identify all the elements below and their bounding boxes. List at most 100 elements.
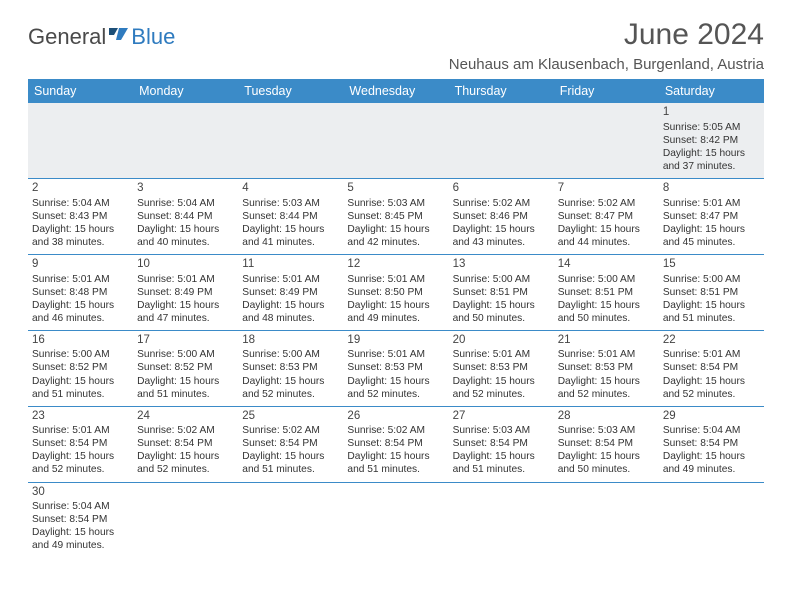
day-detail-line: Sunrise: 5:00 AM	[242, 348, 339, 361]
calendar-day-cell	[449, 103, 554, 178]
day-number: 26	[347, 409, 444, 424]
day-detail-line: Daylight: 15 hours	[32, 223, 129, 236]
day-detail-line: and 51 minutes.	[137, 388, 234, 401]
calendar-day-cell	[554, 482, 659, 557]
day-detail-line: Daylight: 15 hours	[242, 223, 339, 236]
day-detail-line: Sunrise: 5:05 AM	[663, 121, 760, 134]
day-number: 19	[347, 333, 444, 348]
logo-text-general: General	[28, 24, 106, 50]
day-detail-line: and 42 minutes.	[347, 236, 444, 249]
day-detail-line: Daylight: 15 hours	[32, 450, 129, 463]
weekday-header: Tuesday	[238, 79, 343, 103]
day-detail-line: Sunset: 8:54 PM	[137, 437, 234, 450]
day-detail-line: Sunrise: 5:01 AM	[558, 348, 655, 361]
day-detail-line: Sunset: 8:54 PM	[242, 437, 339, 450]
weekday-header: Monday	[133, 79, 238, 103]
calendar-day-cell: 10Sunrise: 5:01 AMSunset: 8:49 PMDayligh…	[133, 254, 238, 330]
day-detail-line: Sunrise: 5:02 AM	[347, 424, 444, 437]
calendar-day-cell: 22Sunrise: 5:01 AMSunset: 8:54 PMDayligh…	[659, 330, 764, 406]
day-detail-line: Sunrise: 5:01 AM	[663, 348, 760, 361]
weekday-header: Sunday	[28, 79, 133, 103]
calendar-day-cell: 13Sunrise: 5:00 AMSunset: 8:51 PMDayligh…	[449, 254, 554, 330]
day-number: 11	[242, 257, 339, 272]
calendar-day-cell: 26Sunrise: 5:02 AMSunset: 8:54 PMDayligh…	[343, 406, 448, 482]
day-detail-line: Sunrise: 5:01 AM	[242, 273, 339, 286]
flag-icon	[108, 24, 130, 50]
day-number: 15	[663, 257, 760, 272]
day-detail-line: Daylight: 15 hours	[137, 375, 234, 388]
day-number: 1	[663, 105, 760, 120]
day-detail-line: Daylight: 15 hours	[453, 223, 550, 236]
day-detail-line: Sunrise: 5:01 AM	[663, 197, 760, 210]
day-detail-line: and 51 minutes.	[663, 312, 760, 325]
day-detail-line: Sunrise: 5:00 AM	[453, 273, 550, 286]
day-detail-line: Sunrise: 5:02 AM	[137, 424, 234, 437]
day-detail-line: Sunset: 8:54 PM	[558, 437, 655, 450]
day-number: 28	[558, 409, 655, 424]
calendar-day-cell: 3Sunrise: 5:04 AMSunset: 8:44 PMDaylight…	[133, 178, 238, 254]
day-number: 20	[453, 333, 550, 348]
header: General Blue June 2024 Neuhaus am Klause…	[28, 18, 764, 73]
day-detail-line: and 41 minutes.	[242, 236, 339, 249]
calendar-day-cell: 4Sunrise: 5:03 AMSunset: 8:44 PMDaylight…	[238, 178, 343, 254]
day-detail-line: and 51 minutes.	[453, 463, 550, 476]
day-detail-line: and 51 minutes.	[32, 388, 129, 401]
weekday-header: Thursday	[449, 79, 554, 103]
day-detail-line: Daylight: 15 hours	[242, 299, 339, 312]
day-detail-line: Sunrise: 5:01 AM	[453, 348, 550, 361]
day-detail-line: and 46 minutes.	[32, 312, 129, 325]
day-detail-line: Daylight: 15 hours	[347, 375, 444, 388]
day-detail-line: Daylight: 15 hours	[347, 223, 444, 236]
day-detail-line: Daylight: 15 hours	[453, 375, 550, 388]
calendar-day-cell	[133, 482, 238, 557]
calendar-day-cell: 18Sunrise: 5:00 AMSunset: 8:53 PMDayligh…	[238, 330, 343, 406]
day-detail-line: Sunrise: 5:03 AM	[558, 424, 655, 437]
day-detail-line: Sunset: 8:53 PM	[347, 361, 444, 374]
day-detail-line: Sunset: 8:54 PM	[453, 437, 550, 450]
calendar-day-cell: 1Sunrise: 5:05 AMSunset: 8:42 PMDaylight…	[659, 103, 764, 178]
day-detail-line: Sunrise: 5:00 AM	[663, 273, 760, 286]
day-detail-line: Sunset: 8:51 PM	[453, 286, 550, 299]
calendar-day-cell: 29Sunrise: 5:04 AMSunset: 8:54 PMDayligh…	[659, 406, 764, 482]
calendar-week-row: 9Sunrise: 5:01 AMSunset: 8:48 PMDaylight…	[28, 254, 764, 330]
day-detail-line: Sunset: 8:45 PM	[347, 210, 444, 223]
day-detail-line: Sunset: 8:49 PM	[137, 286, 234, 299]
day-detail-line: Sunrise: 5:00 AM	[32, 348, 129, 361]
day-detail-line: Sunset: 8:49 PM	[242, 286, 339, 299]
day-detail-line: Sunset: 8:44 PM	[137, 210, 234, 223]
day-detail-line: and 52 minutes.	[242, 388, 339, 401]
day-detail-line: Sunrise: 5:04 AM	[32, 197, 129, 210]
day-detail-line: Sunset: 8:54 PM	[32, 513, 129, 526]
day-detail-line: and 51 minutes.	[242, 463, 339, 476]
day-detail-line: and 50 minutes.	[558, 312, 655, 325]
day-number: 3	[137, 181, 234, 196]
day-detail-line: Sunset: 8:44 PM	[242, 210, 339, 223]
calendar-week-row: 16Sunrise: 5:00 AMSunset: 8:52 PMDayligh…	[28, 330, 764, 406]
calendar-day-cell	[28, 103, 133, 178]
day-detail-line: and 50 minutes.	[453, 312, 550, 325]
day-number: 21	[558, 333, 655, 348]
day-detail-line: Daylight: 15 hours	[663, 223, 760, 236]
day-detail-line: Sunrise: 5:03 AM	[453, 424, 550, 437]
day-detail-line: Daylight: 15 hours	[663, 299, 760, 312]
day-detail-line: Daylight: 15 hours	[242, 375, 339, 388]
day-detail-line: Sunset: 8:52 PM	[137, 361, 234, 374]
day-detail-line: and 45 minutes.	[663, 236, 760, 249]
calendar-day-cell: 16Sunrise: 5:00 AMSunset: 8:52 PMDayligh…	[28, 330, 133, 406]
calendar-day-cell	[343, 482, 448, 557]
day-number: 5	[347, 181, 444, 196]
day-detail-line: Daylight: 15 hours	[137, 223, 234, 236]
day-number: 27	[453, 409, 550, 424]
day-detail-line: and 52 minutes.	[663, 388, 760, 401]
day-detail-line: Sunset: 8:53 PM	[453, 361, 550, 374]
day-detail-line: Sunset: 8:51 PM	[663, 286, 760, 299]
day-detail-line: and 52 minutes.	[32, 463, 129, 476]
day-detail-line: and 52 minutes.	[137, 463, 234, 476]
day-number: 13	[453, 257, 550, 272]
day-detail-line: Sunset: 8:48 PM	[32, 286, 129, 299]
day-detail-line: Sunrise: 5:03 AM	[242, 197, 339, 210]
day-number: 4	[242, 181, 339, 196]
calendar-day-cell	[659, 482, 764, 557]
day-detail-line: Sunset: 8:54 PM	[663, 361, 760, 374]
calendar-day-cell	[343, 103, 448, 178]
